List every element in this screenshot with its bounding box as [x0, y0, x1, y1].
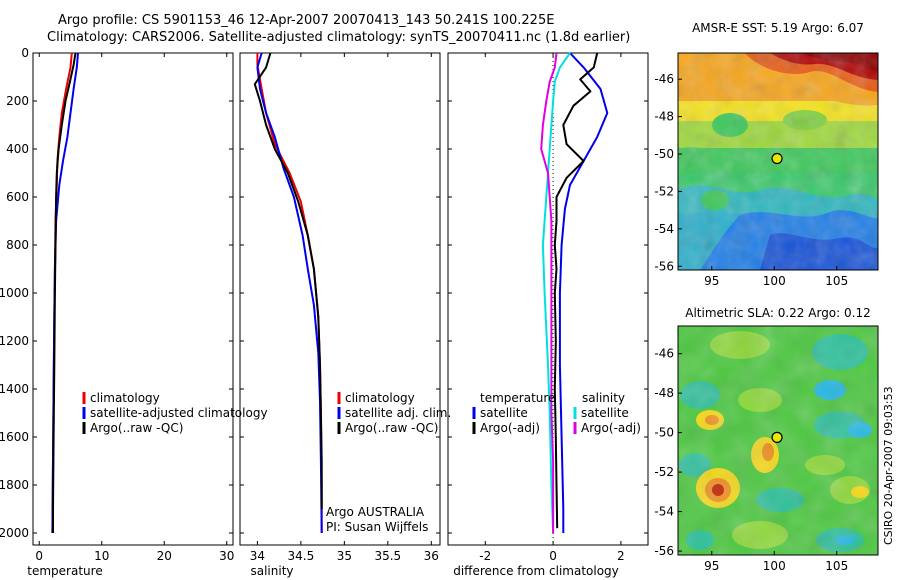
sst-map-panel: AMSR-E SST: 5.19 Argo: 6.07 95 100 105 -46 -…: [654, 21, 879, 288]
diff-salinity-legend-label: Argo(-adj): [581, 421, 641, 435]
sla-profile-location-marker: [771, 431, 783, 443]
salinity-xtick-label: 35: [337, 549, 352, 563]
float-owner-annotation: Argo AUSTRALIA: [326, 505, 425, 519]
sst-profile-location-marker: [771, 152, 783, 165]
temperature-series-satellite-adjusted-climatology: [51, 52, 79, 534]
depth-tick-label: 200: [6, 94, 29, 108]
difference-xtick-label: -2: [479, 549, 491, 563]
sla-map-panel: Altimetric SLA: 0.22 Argo: 0.12: [654, 306, 879, 573]
salinity-axes-frame: [239, 52, 441, 546]
difference-series-salinity-satellite: [541, 52, 571, 534]
sla-lon-tick-label: 100: [763, 559, 786, 573]
figure-title-line-2: Climatology: CARS2006. Satellite-adjuste…: [47, 30, 630, 45]
temperature-axes-frame: [32, 52, 234, 546]
temperature-legend-label: satellite-adjusted climatology: [90, 406, 268, 420]
salinity-legend-title: salinity: [582, 391, 625, 405]
salinity-xtick-label: 34: [250, 549, 265, 563]
difference-x-axis-label: difference from climatology: [453, 564, 619, 578]
temperature-series-argo-raw-qc: [52, 52, 77, 533]
temperature-x-axis-label: temperature: [27, 564, 102, 578]
salinity-panel: 34 34.5 35 35.5 36 salinity climatologysatelli…: [239, 52, 451, 578]
depth-tick-label: 400: [6, 142, 29, 156]
sla-map-frame: [677, 325, 879, 556]
temperature-xtick-label: 10: [94, 549, 109, 563]
depth-tick-label: 1000: [0, 286, 29, 300]
depth-tick-label: 1600: [0, 430, 29, 444]
depth-tick-label: 1400: [0, 382, 29, 396]
difference-xtick-label: 0: [549, 549, 557, 563]
depth-tick-label: 600: [6, 190, 29, 204]
depth-tick-label: 1200: [0, 334, 29, 348]
sst-lon-tick-label: 95: [704, 274, 719, 288]
salinity-legend-label: Argo(..raw -QC): [345, 421, 438, 435]
credit-timestamp: CSIRO 20-Apr-2007 09:03:53: [882, 386, 895, 545]
sla-lat-tick-label: -50: [654, 426, 674, 440]
depth-tick-label: 2000: [0, 526, 29, 540]
diff-temperature-legend-label: satellite: [480, 406, 528, 420]
temperature-legend-label: climatology: [90, 391, 160, 405]
sst-map-frame: [677, 52, 879, 271]
sst-lat-tick-label: -46: [654, 72, 674, 86]
salinity-xtick-label: 35.5: [374, 549, 401, 563]
sst-map-title: AMSR-E SST: 5.19 Argo: 6.07: [692, 21, 864, 35]
temperature-legend-label: Argo(..raw -QC): [90, 421, 183, 435]
sla-map-axes: 95 100 105 -46 -48 -50 -52 -54 -56: [654, 347, 848, 573]
temperature-xtick-label: 0: [35, 549, 43, 563]
difference-series-salinity-argo-adj: [540, 52, 558, 533]
sla-lon-tick-label: 105: [825, 559, 848, 573]
sla-lat-tick-label: -46: [654, 347, 674, 361]
depth-tick-label: 800: [6, 238, 29, 252]
salinity-legend-label: satellite adj. clim.: [345, 406, 451, 420]
salinity-series-argo-raw-qc: [253, 52, 323, 509]
sst-lat-tick-label: -54: [654, 222, 674, 236]
temperature-legend-title: temperature: [480, 391, 555, 405]
sla-lon-tick-label: 95: [704, 559, 719, 573]
salinity-legend-label: climatology: [345, 391, 415, 405]
sst-lon-tick-label: 105: [825, 274, 848, 288]
sla-map-title: Altimetric SLA: 0.22 Argo: 0.12: [685, 306, 870, 320]
sst-lon-tick-label: 100: [763, 274, 786, 288]
difference-axes-frame: [447, 52, 649, 546]
difference-series-temperature-argo-adj: [553, 52, 599, 529]
sst-lat-tick-label: -56: [654, 259, 674, 273]
sst-lat-tick-label: -50: [654, 147, 674, 161]
difference-series-temperature-satellite: [558, 52, 609, 533]
depth-tick-label: 0: [21, 46, 29, 60]
sst-lat-tick-label: -48: [654, 110, 674, 124]
sst-map-axes: 95 100 105 -46 -48 -50 -52 -54 -56: [654, 72, 848, 288]
temperature-xtick-label: 20: [157, 549, 172, 563]
figure-title-line-1: Argo profile: CS 5901153_46 12-Apr-2007 …: [58, 13, 554, 28]
sla-lat-tick-label: -56: [654, 544, 674, 558]
sla-lat-tick-label: -48: [654, 386, 674, 400]
depth-tick-label: 1800: [0, 478, 29, 492]
pi-annotation: PI: Susan Wijffels: [326, 520, 428, 534]
diff-temperature-legend-label: Argo(-adj): [480, 421, 540, 435]
sla-lat-tick-label: -54: [654, 505, 674, 519]
salinity-x-axis-label: salinity: [250, 564, 293, 578]
difference-xtick-label: 2: [617, 549, 625, 563]
temperature-panel: 0 10 20 30 0 200 400 600 800 1000 1200 1400 1600 1800…: [0, 46, 268, 578]
temperature-xtick-label: 30: [219, 549, 234, 563]
salinity-xtick-label: 36: [424, 549, 439, 563]
sst-lat-tick-label: -52: [654, 184, 674, 198]
sla-lat-tick-label: -52: [654, 465, 674, 479]
salinity-xtick-label: 34.5: [288, 549, 315, 563]
diff-salinity-legend-label: satellite: [581, 406, 629, 420]
